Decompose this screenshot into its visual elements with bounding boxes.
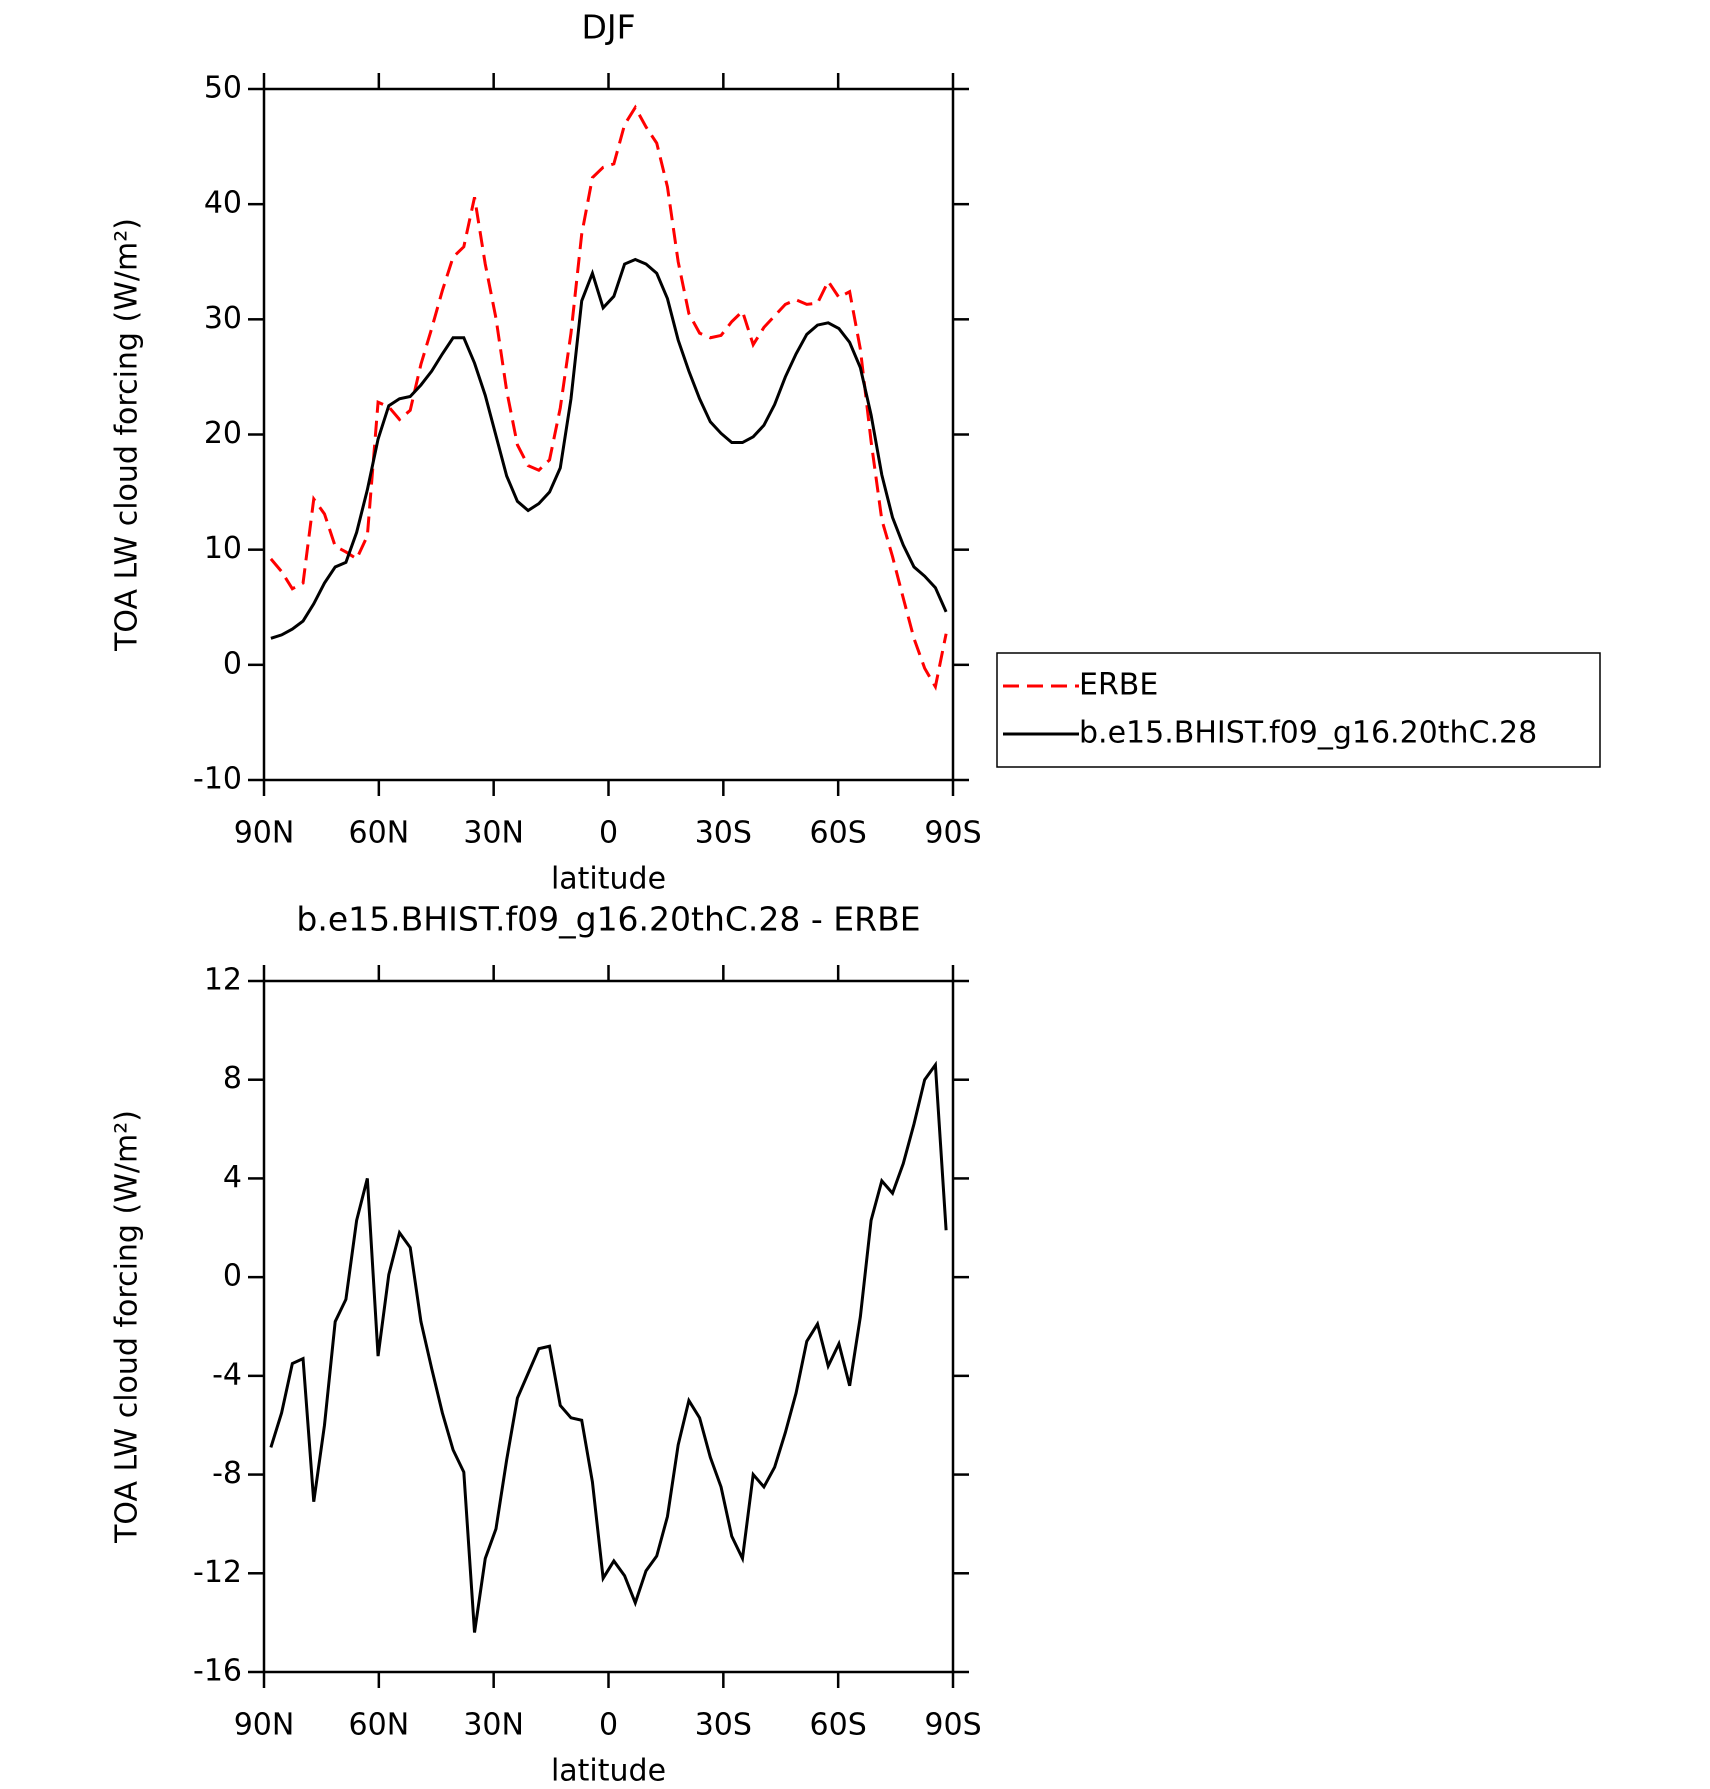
- legend-box: [996, 652, 1601, 768]
- x-tick-label: 60N: [349, 816, 410, 851]
- y-tick-label: -10: [193, 762, 242, 797]
- y-tick-label: 0: [223, 1259, 242, 1294]
- legend-label: ERBE: [1079, 668, 1158, 703]
- legend-label: b.e15.BHIST.f09_g16.20thC.28: [1079, 716, 1537, 751]
- x-tick-label: 0: [599, 1708, 618, 1743]
- x-tick-label: 30N: [463, 816, 524, 851]
- x-tick-label: 90N: [234, 816, 295, 851]
- x-axis-label: latitude: [551, 1754, 666, 1789]
- chart-title: b.e15.BHIST.f09_g16.20thC.28 - ERBE: [296, 900, 920, 939]
- x-axis-label: latitude: [551, 862, 666, 897]
- x-tick-label: 30S: [695, 816, 752, 851]
- x-tick-label: 90N: [234, 1708, 295, 1743]
- y-tick-label: 8: [223, 1061, 242, 1096]
- y-tick-label: -4: [212, 1357, 242, 1392]
- x-tick-label: 90S: [924, 816, 981, 851]
- y-axis-label: TOA LW cloud forcing (W/m²): [110, 218, 145, 652]
- y-tick-label: 12: [204, 963, 242, 998]
- x-tick-label: 60S: [810, 1708, 867, 1743]
- data-line: [269, 104, 948, 691]
- x-tick-label: 90S: [924, 1708, 981, 1743]
- y-tick-label: 20: [204, 416, 242, 451]
- y-tick-label: -16: [193, 1654, 242, 1689]
- y-tick-label: 50: [204, 71, 242, 106]
- data-line: [270, 257, 948, 640]
- y-tick-label: 10: [204, 531, 242, 566]
- plot-frame: [262, 87, 955, 782]
- x-tick-label: 30S: [695, 1708, 752, 1743]
- x-tick-label: 60S: [810, 816, 867, 851]
- x-tick-label: 30N: [463, 1708, 524, 1743]
- chart-title: DJF: [581, 8, 635, 47]
- y-tick-label: 4: [223, 1160, 242, 1195]
- y-tick-label: 30: [204, 301, 242, 336]
- x-tick-label: 0: [599, 816, 618, 851]
- y-axis-label: TOA LW cloud forcing (W/m²): [110, 1110, 145, 1544]
- data-line: [269, 1060, 948, 1633]
- y-tick-label: 40: [204, 186, 242, 221]
- y-tick-label: -8: [212, 1456, 242, 1491]
- y-tick-label: -12: [193, 1555, 242, 1590]
- y-tick-label: 0: [223, 646, 242, 681]
- x-tick-label: 60N: [349, 1708, 410, 1743]
